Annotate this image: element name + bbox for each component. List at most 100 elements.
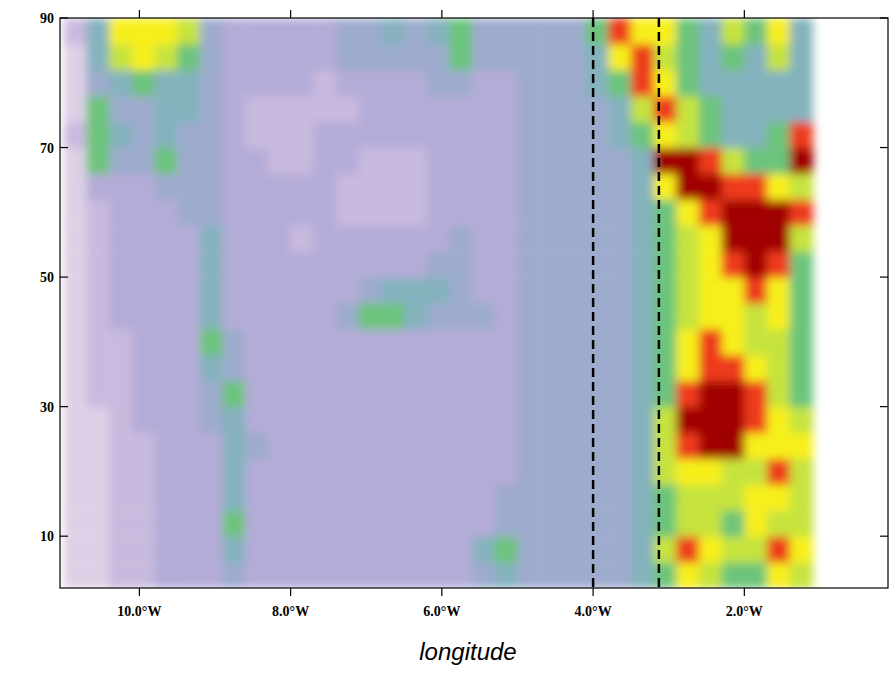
heatmap-cell — [200, 329, 223, 356]
heatmap-cell — [64, 329, 87, 356]
heatmap-cell — [200, 173, 223, 200]
heatmap-cell — [404, 18, 427, 45]
heatmap-cell — [722, 251, 745, 278]
heatmap-cell — [64, 96, 87, 123]
heatmap-cell — [245, 536, 268, 563]
y-tick-right — [880, 147, 888, 148]
heatmap-cell — [540, 381, 563, 408]
heatmap-cell — [132, 329, 155, 356]
heatmap-cell — [381, 96, 404, 123]
heatmap-cell — [223, 225, 246, 252]
heatmap-cell — [291, 18, 314, 45]
heatmap-cell — [608, 173, 631, 200]
heatmap-cell — [268, 536, 291, 563]
heatmap-cell — [472, 122, 495, 149]
heatmap-cell — [472, 510, 495, 537]
heatmap-cell — [699, 536, 722, 563]
heatmap-cell — [449, 381, 472, 408]
heatmap-cell — [109, 251, 132, 278]
heatmap-cell — [767, 381, 790, 408]
heatmap-cell — [109, 173, 132, 200]
heatmap-cell — [722, 536, 745, 563]
heatmap-cell — [744, 355, 767, 382]
x-tick-top — [744, 10, 745, 18]
heatmap-cell — [790, 18, 813, 45]
heatmap-cell — [608, 251, 631, 278]
heatmap-cell — [495, 458, 518, 485]
heatmap-cell — [472, 225, 495, 252]
heatmap-cell — [245, 484, 268, 511]
heatmap-cell — [744, 381, 767, 408]
heatmap-cell — [268, 303, 291, 330]
heatmap-cell — [109, 458, 132, 485]
heatmap-cell — [109, 199, 132, 226]
heatmap-cell — [540, 44, 563, 71]
heatmap-cell — [404, 70, 427, 97]
heatmap-cell — [155, 329, 178, 356]
heatmap-cell — [790, 44, 813, 71]
heatmap-cell — [313, 199, 336, 226]
heatmap-cell — [177, 18, 200, 45]
heatmap-cell — [223, 536, 246, 563]
heatmap-cell — [586, 407, 609, 434]
heatmap-cell — [586, 277, 609, 304]
heatmap-cell — [404, 96, 427, 123]
heatmap-cell — [64, 44, 87, 71]
heatmap-cell — [291, 536, 314, 563]
heatmap-cell — [517, 173, 540, 200]
heatmap-cell — [200, 96, 223, 123]
heatmap-cell — [790, 251, 813, 278]
y-tick-right — [880, 276, 888, 277]
heatmap-cell — [654, 510, 677, 537]
heatmap-cell — [472, 458, 495, 485]
heatmap-cell — [245, 122, 268, 149]
heatmap-cell — [540, 96, 563, 123]
heatmap-cell — [744, 433, 767, 460]
heatmap-cell — [268, 44, 291, 71]
heatmap-cell — [86, 355, 109, 382]
heatmap-cell — [313, 70, 336, 97]
heatmap-cell — [472, 70, 495, 97]
heatmap-cell — [699, 122, 722, 149]
heatmap-cell — [86, 484, 109, 511]
heatmap-cell — [427, 484, 450, 511]
heatmap-cell — [790, 199, 813, 226]
heatmap-cell — [313, 44, 336, 71]
heatmap-cell — [472, 562, 495, 588]
heatmap-cell — [654, 148, 677, 175]
heatmap-cell — [608, 148, 631, 175]
heatmap-cell — [790, 562, 813, 588]
heatmap-cell — [449, 173, 472, 200]
heatmap-cell — [132, 251, 155, 278]
heatmap-cell — [359, 407, 382, 434]
heatmap-cell — [631, 407, 654, 434]
heatmap-cell — [381, 122, 404, 149]
heatmap-cell — [608, 277, 631, 304]
heatmap-cell — [200, 44, 223, 71]
heatmap-cell — [472, 407, 495, 434]
heatmap-cell — [631, 70, 654, 97]
heatmap-cell — [472, 381, 495, 408]
heatmap-cell — [381, 70, 404, 97]
y-tick — [60, 276, 68, 277]
heatmap-cell — [563, 122, 586, 149]
heatmap-cell — [223, 355, 246, 382]
heatmap-cell — [608, 458, 631, 485]
x-tick — [441, 588, 442, 596]
heatmap-cell — [359, 484, 382, 511]
y-tick-label: 50 — [40, 270, 54, 285]
heatmap-cell — [449, 122, 472, 149]
heatmap-cell — [336, 148, 359, 175]
heatmap-cell — [313, 407, 336, 434]
heatmap-cell — [200, 251, 223, 278]
heatmap-cell — [291, 199, 314, 226]
heatmap-cell — [608, 329, 631, 356]
heatmap-cell — [586, 251, 609, 278]
heatmap-cell — [472, 536, 495, 563]
heatmap-cell — [381, 225, 404, 252]
heatmap-cell — [155, 173, 178, 200]
heatmap-cell — [790, 355, 813, 382]
heatmap-cell — [608, 433, 631, 460]
heatmap-cell — [336, 303, 359, 330]
heatmap-cell — [177, 303, 200, 330]
